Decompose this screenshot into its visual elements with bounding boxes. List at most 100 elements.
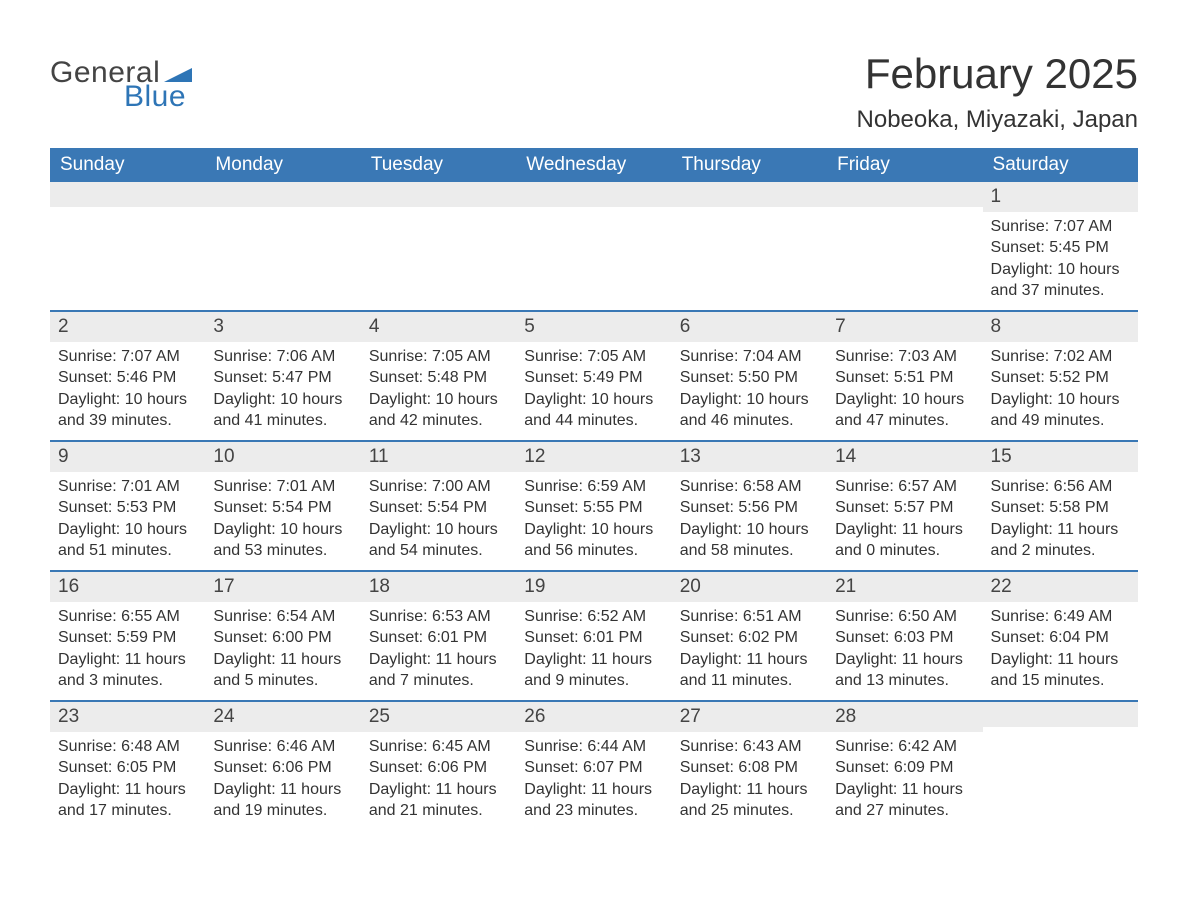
sunset-line: Sunset: 5:56 PM: [680, 497, 819, 519]
logo-flag-icon: [164, 62, 192, 82]
day-cell: 19Sunrise: 6:52 AMSunset: 6:01 PMDayligh…: [516, 572, 671, 700]
daylight-line: Daylight: 10 hours and 53 minutes.: [213, 519, 352, 562]
sunset-line: Sunset: 6:00 PM: [213, 627, 352, 649]
sunset-line: Sunset: 6:08 PM: [680, 757, 819, 779]
daylight-line: Daylight: 10 hours and 42 minutes.: [369, 389, 508, 432]
sunset-line: Sunset: 5:45 PM: [991, 237, 1130, 259]
day-cell: 13Sunrise: 6:58 AMSunset: 5:56 PMDayligh…: [672, 442, 827, 570]
sunset-line: Sunset: 5:54 PM: [369, 497, 508, 519]
sunset-line: Sunset: 5:58 PM: [991, 497, 1130, 519]
day-number: 18: [361, 572, 516, 602]
sunrise-line: Sunrise: 6:44 AM: [524, 736, 663, 758]
day-number: 24: [205, 702, 360, 732]
daylight-line: Daylight: 11 hours and 27 minutes.: [835, 779, 974, 822]
sunset-line: Sunset: 6:05 PM: [58, 757, 197, 779]
sunrise-line: Sunrise: 7:03 AM: [835, 346, 974, 368]
sunrise-line: Sunrise: 6:45 AM: [369, 736, 508, 758]
day-number: 12: [516, 442, 671, 472]
day-number: 3: [205, 312, 360, 342]
sunrise-line: Sunrise: 6:49 AM: [991, 606, 1130, 628]
day-cell: 23Sunrise: 6:48 AMSunset: 6:05 PMDayligh…: [50, 702, 205, 830]
day-details: Sunrise: 6:54 AMSunset: 6:00 PMDaylight:…: [205, 602, 360, 698]
sunrise-line: Sunrise: 6:48 AM: [58, 736, 197, 758]
day-cell: [205, 182, 360, 310]
day-header-wednesday: Wednesday: [516, 148, 671, 182]
day-number: 4: [361, 312, 516, 342]
day-cell: 5Sunrise: 7:05 AMSunset: 5:49 PMDaylight…: [516, 312, 671, 440]
title-block: February 2025 Nobeoka, Miyazaki, Japan: [857, 50, 1138, 134]
sunrise-line: Sunrise: 6:43 AM: [680, 736, 819, 758]
day-details: Sunrise: 6:51 AMSunset: 6:02 PMDaylight:…: [672, 602, 827, 698]
sunrise-line: Sunrise: 6:42 AM: [835, 736, 974, 758]
daylight-line: Daylight: 10 hours and 41 minutes.: [213, 389, 352, 432]
daylight-line: Daylight: 11 hours and 17 minutes.: [58, 779, 197, 822]
day-details: Sunrise: 6:44 AMSunset: 6:07 PMDaylight:…: [516, 732, 671, 828]
day-details: Sunrise: 7:07 AMSunset: 5:45 PMDaylight:…: [983, 212, 1138, 308]
day-number: 8: [983, 312, 1138, 342]
day-details: Sunrise: 6:56 AMSunset: 5:58 PMDaylight:…: [983, 472, 1138, 568]
day-details: Sunrise: 6:50 AMSunset: 6:03 PMDaylight:…: [827, 602, 982, 698]
day-details: Sunrise: 7:04 AMSunset: 5:50 PMDaylight:…: [672, 342, 827, 438]
day-cell: 8Sunrise: 7:02 AMSunset: 5:52 PMDaylight…: [983, 312, 1138, 440]
day-number: 28: [827, 702, 982, 732]
month-title: February 2025: [857, 50, 1138, 98]
day-cell: 17Sunrise: 6:54 AMSunset: 6:00 PMDayligh…: [205, 572, 360, 700]
daylight-line: Daylight: 10 hours and 54 minutes.: [369, 519, 508, 562]
day-details: Sunrise: 6:59 AMSunset: 5:55 PMDaylight:…: [516, 472, 671, 568]
sunset-line: Sunset: 6:07 PM: [524, 757, 663, 779]
day-details: Sunrise: 6:45 AMSunset: 6:06 PMDaylight:…: [361, 732, 516, 828]
sunset-line: Sunset: 5:52 PM: [991, 367, 1130, 389]
sunset-line: Sunset: 6:01 PM: [369, 627, 508, 649]
sunrise-line: Sunrise: 7:01 AM: [58, 476, 197, 498]
day-details: Sunrise: 7:07 AMSunset: 5:46 PMDaylight:…: [50, 342, 205, 438]
day-number: 7: [827, 312, 982, 342]
day-details: Sunrise: 6:53 AMSunset: 6:01 PMDaylight:…: [361, 602, 516, 698]
logo-text-blue: Blue: [124, 80, 186, 114]
day-cell: [827, 182, 982, 310]
day-cell: 21Sunrise: 6:50 AMSunset: 6:03 PMDayligh…: [827, 572, 982, 700]
day-cell: 26Sunrise: 6:44 AMSunset: 6:07 PMDayligh…: [516, 702, 671, 830]
daylight-line: Daylight: 11 hours and 2 minutes.: [991, 519, 1130, 562]
daylight-line: Daylight: 11 hours and 21 minutes.: [369, 779, 508, 822]
calendar: SundayMondayTuesdayWednesdayThursdayFrid…: [50, 148, 1138, 830]
daylight-line: Daylight: 11 hours and 23 minutes.: [524, 779, 663, 822]
sunrise-line: Sunrise: 7:00 AM: [369, 476, 508, 498]
day-number: 14: [827, 442, 982, 472]
day-number: 15: [983, 442, 1138, 472]
sunrise-line: Sunrise: 7:05 AM: [524, 346, 663, 368]
day-details: Sunrise: 6:57 AMSunset: 5:57 PMDaylight:…: [827, 472, 982, 568]
day-header-tuesday: Tuesday: [361, 148, 516, 182]
day-cell: 28Sunrise: 6:42 AMSunset: 6:09 PMDayligh…: [827, 702, 982, 830]
day-number: 27: [672, 702, 827, 732]
week-row: 9Sunrise: 7:01 AMSunset: 5:53 PMDaylight…: [50, 440, 1138, 570]
day-number: 25: [361, 702, 516, 732]
day-number: 9: [50, 442, 205, 472]
day-number: 19: [516, 572, 671, 602]
daylight-line: Daylight: 10 hours and 46 minutes.: [680, 389, 819, 432]
daylight-line: Daylight: 10 hours and 56 minutes.: [524, 519, 663, 562]
day-details: Sunrise: 7:00 AMSunset: 5:54 PMDaylight:…: [361, 472, 516, 568]
day-number: 20: [672, 572, 827, 602]
day-header-thursday: Thursday: [672, 148, 827, 182]
day-number: 22: [983, 572, 1138, 602]
day-number: [672, 182, 827, 207]
week-row: 2Sunrise: 7:07 AMSunset: 5:46 PMDaylight…: [50, 310, 1138, 440]
day-cell: [672, 182, 827, 310]
sunset-line: Sunset: 5:47 PM: [213, 367, 352, 389]
sunrise-line: Sunrise: 7:01 AM: [213, 476, 352, 498]
daylight-line: Daylight: 11 hours and 19 minutes.: [213, 779, 352, 822]
daylight-line: Daylight: 11 hours and 9 minutes.: [524, 649, 663, 692]
daylight-line: Daylight: 11 hours and 5 minutes.: [213, 649, 352, 692]
week-row: 1Sunrise: 7:07 AMSunset: 5:45 PMDaylight…: [50, 182, 1138, 310]
day-number: [516, 182, 671, 207]
day-cell: 27Sunrise: 6:43 AMSunset: 6:08 PMDayligh…: [672, 702, 827, 830]
header: General Blue February 2025 Nobeoka, Miya…: [50, 50, 1138, 134]
sunrise-line: Sunrise: 7:07 AM: [58, 346, 197, 368]
day-details: Sunrise: 7:05 AMSunset: 5:48 PMDaylight:…: [361, 342, 516, 438]
sunset-line: Sunset: 5:48 PM: [369, 367, 508, 389]
daylight-line: Daylight: 11 hours and 11 minutes.: [680, 649, 819, 692]
sunset-line: Sunset: 5:50 PM: [680, 367, 819, 389]
day-cell: 3Sunrise: 7:06 AMSunset: 5:47 PMDaylight…: [205, 312, 360, 440]
sunset-line: Sunset: 6:02 PM: [680, 627, 819, 649]
day-cell: [516, 182, 671, 310]
